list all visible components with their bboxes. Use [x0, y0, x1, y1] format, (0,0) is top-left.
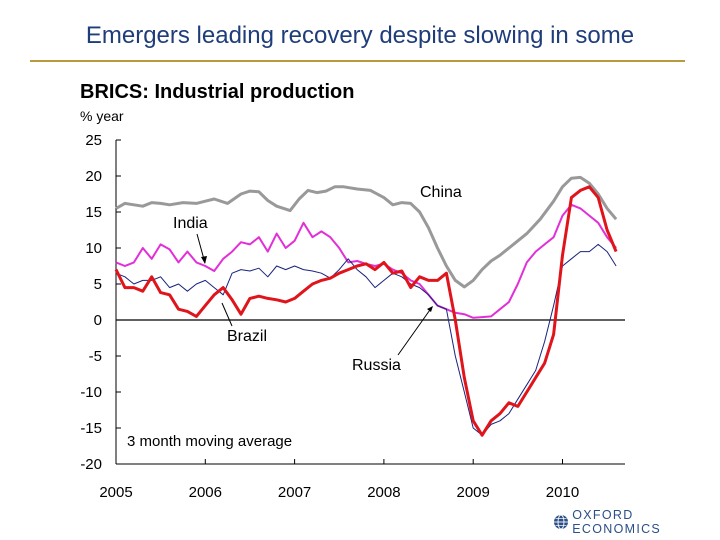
- x-tick-label: 2007: [278, 484, 311, 501]
- y-tick-label: 25: [85, 132, 102, 149]
- x-tick-label: 2008: [367, 484, 400, 501]
- oxford-economics-logo: OXFORD ECONOMICS: [553, 508, 720, 536]
- y-tick-label: -15: [80, 420, 102, 437]
- y-tick-label: 0: [94, 312, 102, 329]
- x-tick-label: 2009: [457, 484, 490, 501]
- series-lines: [114, 175, 618, 437]
- x-tick-label: 2006: [189, 484, 222, 501]
- series-labels: China India Brazil Russia: [173, 184, 462, 374]
- globe-icon: [554, 514, 568, 530]
- y-tick-label: -10: [80, 384, 102, 401]
- x-tick-label: 2010: [546, 484, 579, 501]
- series-line-russia: [114, 185, 618, 437]
- y-tick-label: -20: [80, 456, 102, 473]
- russia-pointer-arrowhead: [427, 306, 433, 312]
- series-line-china: [115, 175, 618, 289]
- series-line-brazil: [115, 243, 617, 436]
- slide-title: Emergers leading recovery despite slowin…: [85, 22, 635, 49]
- series-label-russia: Russia: [352, 357, 401, 374]
- series-label-india: India: [173, 215, 208, 232]
- logo-text: OXFORD ECONOMICS: [572, 508, 662, 536]
- y-tick-label: 15: [85, 204, 102, 221]
- title-divider: [30, 60, 685, 62]
- chart-note: 3 month moving average: [127, 433, 292, 450]
- y-tick-label: 20: [85, 168, 102, 185]
- y-tick-label: -5: [89, 348, 102, 365]
- axes: 25 20 15 10 5 0 -5 -10 -15 -20 2005 2006 2007 2008 200…: [80, 132, 625, 501]
- chart-title: BRICS: Industrial production: [80, 81, 354, 103]
- russia-pointer-line: [397, 306, 433, 356]
- y-tick-label: 5: [94, 276, 102, 293]
- brazil-pointer-line: [221, 302, 233, 327]
- series-label-brazil: Brazil: [227, 328, 267, 345]
- y-axis-label: % year: [80, 108, 124, 124]
- series-label-china: China: [420, 184, 462, 201]
- india-pointer-arrowhead: [201, 256, 207, 264]
- x-tick-label: 2005: [99, 484, 132, 501]
- y-tick-label: 10: [85, 240, 102, 257]
